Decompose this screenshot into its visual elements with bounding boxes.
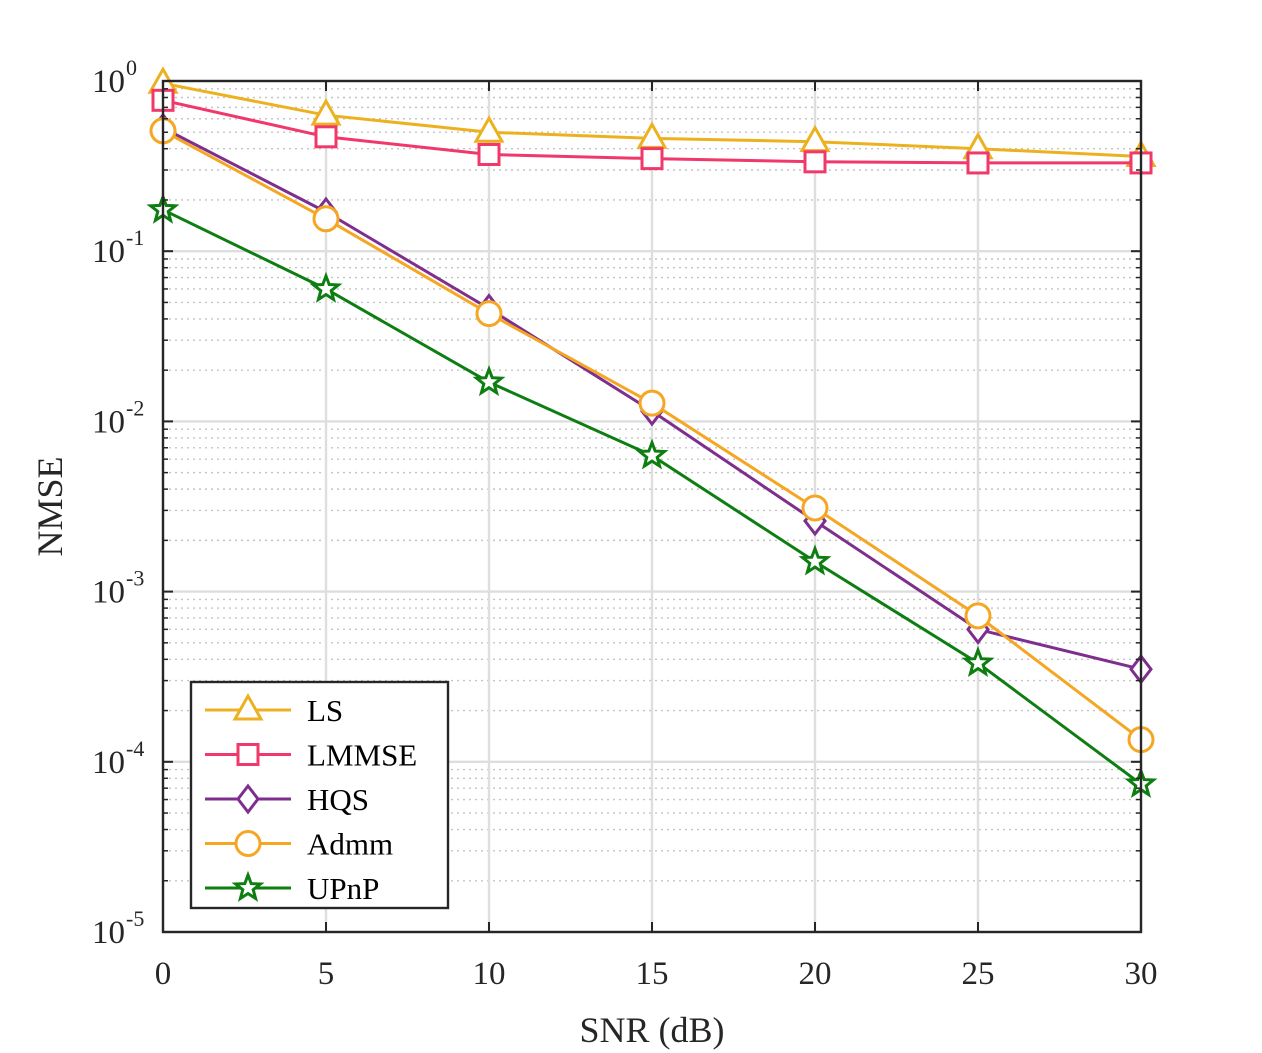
data-point-upnp bbox=[961, 645, 995, 678]
y-tick-exponent: -4 bbox=[126, 736, 144, 761]
legend-entry-upnp: UPnP bbox=[205, 870, 379, 906]
y-tick-exponent: -1 bbox=[126, 225, 144, 250]
x-axis-label: SNR (dB) bbox=[579, 1010, 724, 1050]
legend: LS LMMSE HQS Admm UPnP bbox=[189, 680, 450, 910]
x-tick-label: 15 bbox=[636, 956, 669, 992]
legend-marker-admm bbox=[234, 830, 262, 857]
legend-entry-lmmse: LMMSE bbox=[205, 738, 417, 773]
y-tick-label: 10 -2 bbox=[92, 395, 144, 440]
data-point-ls bbox=[799, 124, 831, 153]
legend-marker-hqs bbox=[236, 783, 260, 815]
y-tick-base: 10 bbox=[92, 404, 125, 440]
data-point-admm bbox=[801, 494, 829, 522]
data-point-ls bbox=[310, 98, 342, 126]
legend-entry-ls: LS bbox=[205, 692, 343, 728]
legend-label: HQS bbox=[307, 782, 369, 817]
data-point-upnp bbox=[798, 544, 832, 576]
data-point-admm bbox=[964, 602, 992, 630]
legend-marker-lmmse bbox=[236, 743, 260, 766]
legend-entry-admm: Admm bbox=[205, 827, 393, 862]
data-point-lmmse bbox=[477, 142, 501, 166]
x-tick-label: 20 bbox=[799, 956, 832, 992]
data-point-lmmse bbox=[966, 151, 990, 175]
y-tick-exponent: -3 bbox=[126, 566, 144, 591]
y-axis-label: NMSE bbox=[30, 456, 70, 556]
y-tick-base: 10 bbox=[92, 234, 125, 270]
x-tick-label: 10 bbox=[473, 956, 506, 992]
data-point-ls bbox=[636, 121, 668, 149]
legend-label: UPnP bbox=[307, 871, 379, 906]
legend-marker-upnp bbox=[231, 870, 265, 902]
data-point-admm bbox=[312, 205, 340, 233]
data-point-upnp bbox=[635, 438, 669, 470]
y-tick-label: 10 -5 bbox=[92, 906, 144, 951]
x-tick-label: 5 bbox=[318, 956, 335, 992]
data-point-ls bbox=[473, 115, 505, 143]
y-tick-label: 10 0 bbox=[92, 55, 137, 100]
y-tick-exponent: 0 bbox=[126, 55, 137, 80]
y-tick-base: 10 bbox=[92, 745, 125, 781]
data-point-upnp bbox=[472, 364, 506, 397]
x-tick-label: 0 bbox=[155, 956, 172, 992]
data-point-lmmse bbox=[640, 147, 664, 171]
x-tick-label: 25 bbox=[962, 956, 995, 992]
legend-marker-ls bbox=[232, 692, 264, 721]
data-point-admm bbox=[475, 300, 503, 328]
legend-entry-hqs: HQS bbox=[205, 782, 369, 817]
data-point-lmmse bbox=[803, 150, 827, 174]
data-point-upnp bbox=[309, 271, 343, 303]
y-tick-label: 10 -1 bbox=[92, 225, 144, 270]
y-tick-base: 10 bbox=[92, 915, 125, 951]
y-tick-label: 10 -3 bbox=[92, 566, 144, 611]
y-tick-base: 10 bbox=[92, 575, 125, 611]
legend-label: LS bbox=[307, 693, 343, 728]
data-point-admm bbox=[638, 389, 666, 417]
y-tick-label: 10 -4 bbox=[92, 736, 144, 781]
y-tick-base: 10 bbox=[92, 64, 125, 100]
x-tick-label: 30 bbox=[1125, 956, 1158, 992]
y-tick-exponent: -2 bbox=[126, 395, 144, 420]
legend-label: Admm bbox=[307, 827, 393, 862]
data-point-lmmse bbox=[314, 125, 338, 149]
legend-label: LMMSE bbox=[307, 738, 417, 773]
y-tick-exponent: -5 bbox=[126, 906, 144, 931]
